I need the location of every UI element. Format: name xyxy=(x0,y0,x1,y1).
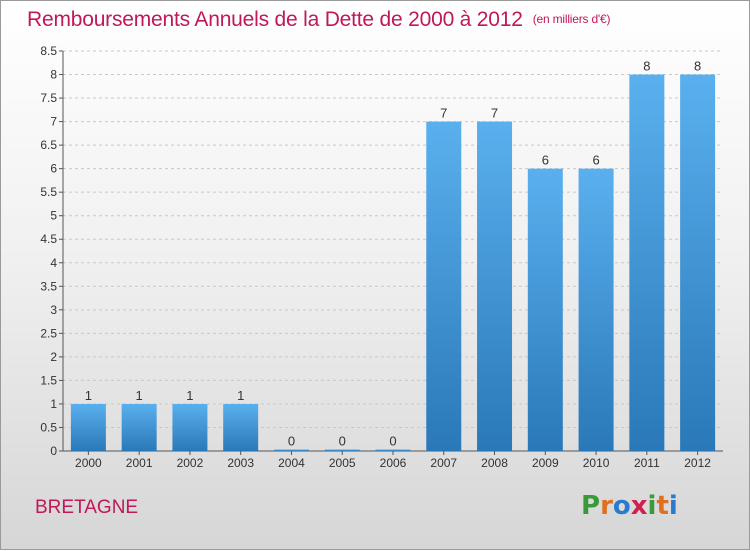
y-tick-label: 6 xyxy=(50,162,57,176)
logo-letter: i xyxy=(668,491,678,521)
y-tick-label: 2 xyxy=(50,350,57,364)
data-label: 8 xyxy=(643,59,650,74)
axes xyxy=(59,50,723,455)
y-tick-label: 0 xyxy=(50,444,57,458)
y-tick-label: 3.5 xyxy=(40,279,57,293)
data-label: 1 xyxy=(237,388,244,403)
y-tick-label: 4 xyxy=(50,256,57,270)
grid-lines xyxy=(63,50,723,428)
y-tick-label: 5.5 xyxy=(40,185,57,199)
logo-letter: o xyxy=(612,491,631,521)
bar xyxy=(223,403,259,451)
data-label: 6 xyxy=(542,153,549,168)
y-tick-label: 7 xyxy=(50,115,57,129)
y-tick-label: 8 xyxy=(50,68,57,82)
data-label: 0 xyxy=(288,434,295,449)
data-label: 1 xyxy=(85,388,92,403)
y-tick-label: 2.5 xyxy=(40,326,57,340)
logo-letter: r xyxy=(600,491,613,521)
chart-title: Remboursements Annuels de la Dette de 20… xyxy=(27,8,610,32)
x-tick-label: 2001 xyxy=(126,456,153,470)
y-tick-label: 8.5 xyxy=(40,44,57,58)
y-tick-label: 3 xyxy=(50,303,57,317)
x-tick-label: 2003 xyxy=(227,456,254,470)
data-label: 8 xyxy=(694,59,701,74)
logo-letter: i xyxy=(647,491,657,521)
bar xyxy=(426,121,462,452)
bar xyxy=(527,168,563,451)
chart-title-text: Remboursements Annuels de la Dette de 20… xyxy=(27,8,523,31)
bar xyxy=(680,74,716,451)
y-tick-label: 4.5 xyxy=(40,232,57,246)
region-label: BRETAGNE xyxy=(35,497,139,518)
x-tick-label: 2005 xyxy=(329,456,356,470)
data-label: 1 xyxy=(136,388,143,403)
bars xyxy=(70,74,716,452)
x-tick-label: 2002 xyxy=(177,456,204,470)
data-label: 0 xyxy=(389,434,396,449)
data-label: 1 xyxy=(186,388,193,403)
x-tick-label: 2004 xyxy=(278,456,305,470)
y-tick-label: 7.5 xyxy=(40,91,57,105)
x-tick-label: 2012 xyxy=(684,456,711,470)
y-tick-label: 6.5 xyxy=(40,138,57,152)
logo-letter: t xyxy=(656,491,669,521)
data-label: 7 xyxy=(440,106,447,121)
x-tick-label: 2008 xyxy=(481,456,508,470)
x-tick-label: 2009 xyxy=(532,456,559,470)
data-label: 0 xyxy=(339,434,346,449)
x-tick-label: 2000 xyxy=(75,456,102,470)
data-label: 7 xyxy=(491,106,498,121)
y-tick-label: 1.5 xyxy=(40,373,57,387)
bar xyxy=(121,403,157,451)
bar xyxy=(375,449,411,451)
bar xyxy=(578,168,614,451)
chart-unit: (en milliers d'€) xyxy=(532,12,611,26)
labels: 0 0.5 1 1.5 2 2.5 3 3.5 4 4.5 5 5.5 6 6.5 7 7.5 8 8.5 2000… xyxy=(40,44,711,470)
x-tick-label: 2007 xyxy=(430,456,457,470)
bar xyxy=(273,449,309,451)
proxiti-logo: Proxiti xyxy=(581,491,678,521)
y-tick-label: 5 xyxy=(50,209,57,223)
bar xyxy=(70,403,106,451)
logo-letter: P xyxy=(581,491,601,521)
x-tick-label: 2006 xyxy=(380,456,407,470)
bar xyxy=(629,74,665,451)
data-label: 6 xyxy=(592,153,599,168)
x-tick-label: 2011 xyxy=(634,456,660,470)
x-tick-label: 2010 xyxy=(583,456,610,470)
bar xyxy=(324,449,360,451)
logo-letter: x xyxy=(630,491,648,521)
bar xyxy=(477,121,513,452)
y-tick-label: 0.5 xyxy=(40,420,57,434)
bar xyxy=(172,403,208,451)
y-tick-label: 1 xyxy=(50,397,57,411)
